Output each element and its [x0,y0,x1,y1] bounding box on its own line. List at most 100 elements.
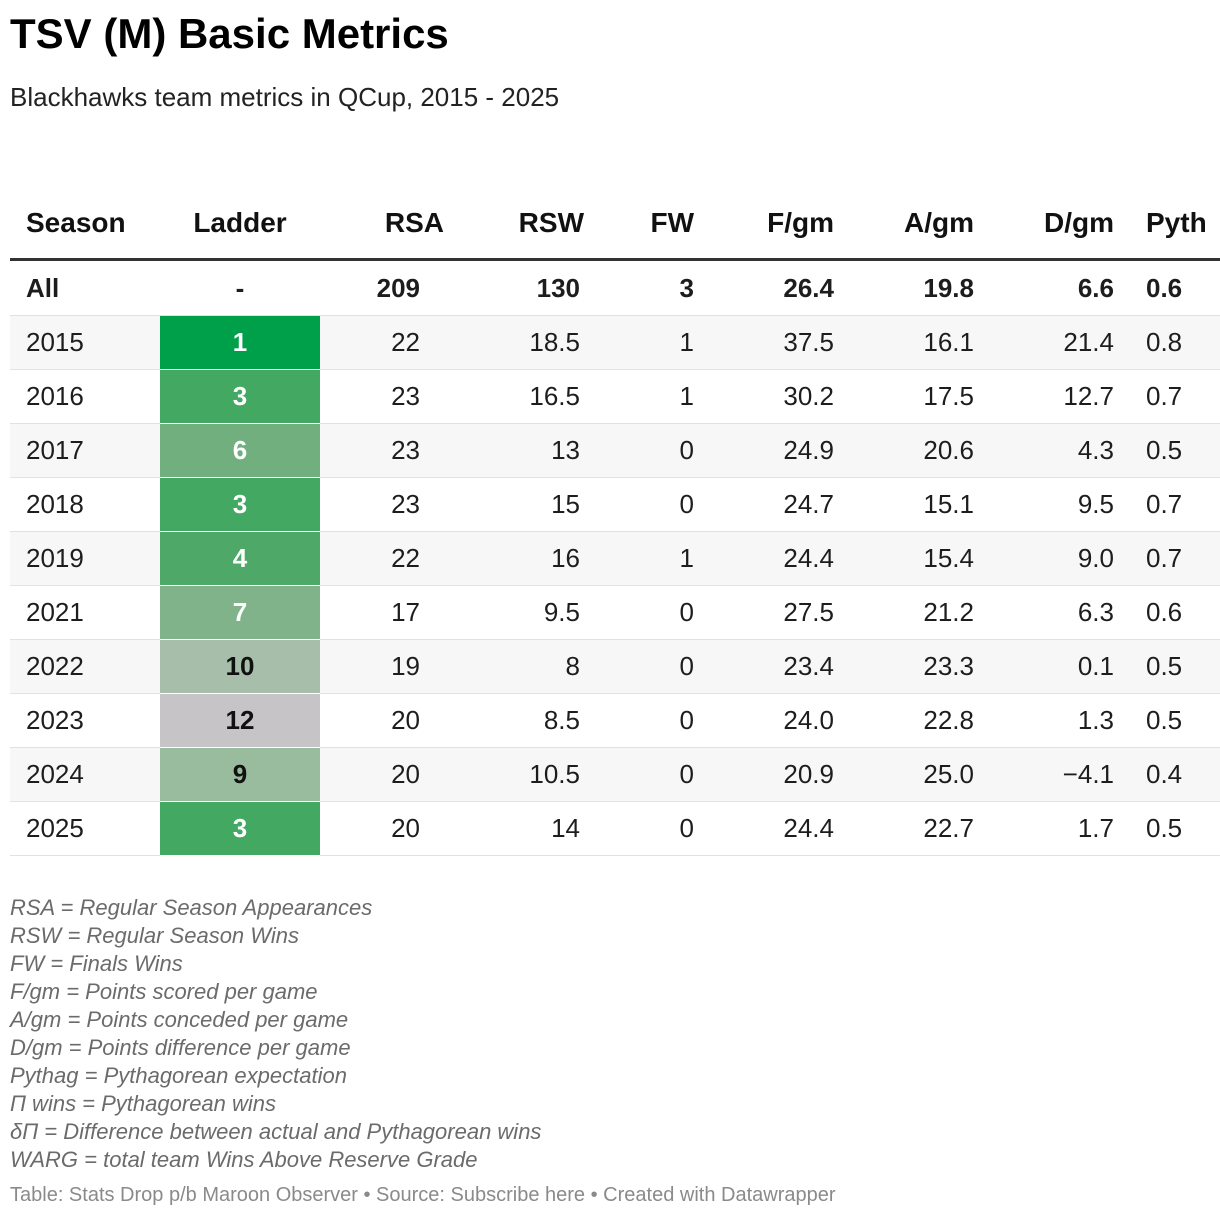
table-row: 2019 4 22 16 1 24.4 15.4 9.0 0.7 [10,531,1220,586]
column-header-rsw[interactable]: RSW [460,188,600,261]
column-header-season[interactable]: Season [10,188,160,261]
note-line: Pythag = Pythagorean expectation [10,1063,347,1088]
cell-fw: 0 [600,477,710,532]
cell-agm: 17.5 [850,369,990,424]
abbreviation-notes: RSA = Regular Season Appearances RSW = Re… [10,894,541,1174]
cell-season: 2023 [10,693,160,748]
cell-ladder: 9 [160,747,320,802]
header-row: Season Ladder RSA RSW FW F/gm A/gm D/gm … [10,188,1220,261]
metrics-table-container: Season Ladder RSA RSW FW F/gm A/gm D/gm … [10,188,1220,858]
column-header-pyth[interactable]: Pyth [1130,188,1220,261]
cell-fw: 0 [600,639,710,694]
footer-credit: Table: Stats Drop p/b Maroon Observer • … [10,1184,836,1206]
note-line: δΠ = Difference between actual and Pytha… [10,1119,542,1144]
cell-fw: 1 [600,315,710,370]
cell-rsa: 23 [320,477,460,532]
cell-fw: 0 [600,585,710,640]
cell-agm: 21.2 [850,585,990,640]
cell-rsa: 22 [320,531,460,586]
all-fgm: 26.4 [710,259,850,316]
note-line: A/gm = Points conceded per game [10,1007,349,1032]
cell-dgm: 21.4 [990,315,1130,370]
cell-dgm: 1.3 [990,693,1130,748]
cell-rsw: 8.5 [460,693,600,748]
cell-fgm: 24.4 [710,531,850,586]
all-season: All [10,259,160,316]
cell-ladder: 4 [160,531,320,586]
cell-fgm: 27.5 [710,585,850,640]
cell-ladder: 1 [160,315,320,370]
cell-agm: 23.3 [850,639,990,694]
cell-season: 2021 [10,585,160,640]
cell-rsa: 23 [320,423,460,478]
cell-dgm: 6.3 [990,585,1130,640]
cell-fw: 0 [600,801,710,856]
cell-season: 2015 [10,315,160,370]
cell-pyth: 0.4 [1130,747,1220,802]
all-fw: 3 [600,259,710,316]
cell-dgm: 9.5 [990,477,1130,532]
table-row: 2018 3 23 15 0 24.7 15.1 9.5 0.7 [10,477,1220,532]
cell-fw: 1 [600,369,710,424]
cell-pyth: 0.5 [1130,639,1220,694]
all-dgm: 6.6 [990,259,1130,316]
cell-rsa: 20 [320,747,460,802]
cell-dgm: 9.0 [990,531,1130,586]
cell-agm: 15.4 [850,531,990,586]
column-header-rsa[interactable]: RSA [320,188,460,261]
cell-ladder: 3 [160,477,320,532]
cell-dgm: −4.1 [990,747,1130,802]
column-header-dgm[interactable]: D/gm [990,188,1130,261]
cell-pyth: 0.5 [1130,423,1220,478]
note-line: Π wins = Pythagorean wins [10,1091,277,1116]
cell-rsw: 14 [460,801,600,856]
page-title: TSV (M) Basic Metrics [10,10,449,57]
cell-ladder: 6 [160,423,320,478]
note-line: RSA = Regular Season Appearances [10,895,373,920]
cell-rsw: 16.5 [460,369,600,424]
cell-pyth: 0.7 [1130,477,1220,532]
table-row: 2023 12 20 8.5 0 24.0 22.8 1.3 0.5 [10,693,1220,748]
cell-rsw: 10.5 [460,747,600,802]
cell-season: 2025 [10,801,160,856]
cell-rsa: 17 [320,585,460,640]
table-row: 2016 3 23 16.5 1 30.2 17.5 12.7 0.7 [10,369,1220,424]
cell-rsw: 15 [460,477,600,532]
cell-dgm: 0.1 [990,639,1130,694]
cell-season: 2018 [10,477,160,532]
cell-pyth: 0.7 [1130,369,1220,424]
cell-fgm: 24.9 [710,423,850,478]
cell-ladder: 3 [160,369,320,424]
cell-agm: 22.8 [850,693,990,748]
cell-season: 2016 [10,369,160,424]
column-header-fw[interactable]: FW [600,188,710,261]
cell-fgm: 24.7 [710,477,850,532]
cell-fgm: 24.4 [710,801,850,856]
note-line: D/gm = Points difference per game [10,1035,351,1060]
cell-rsw: 9.5 [460,585,600,640]
note-line: F/gm = Points scored per game [10,979,318,1004]
column-header-ladder[interactable]: Ladder [160,188,320,261]
cell-fw: 1 [600,531,710,586]
note-line: RSW = Regular Season Wins [10,923,299,948]
cell-fgm: 24.0 [710,693,850,748]
cell-season: 2022 [10,639,160,694]
cell-rsa: 23 [320,369,460,424]
cell-rsa: 20 [320,693,460,748]
all-ladder: - [160,259,320,316]
column-header-fgm[interactable]: F/gm [710,188,850,261]
cell-ladder: 3 [160,801,320,856]
cell-ladder: 12 [160,693,320,748]
table-row: 2022 10 19 8 0 23.4 23.3 0.1 0.5 [10,639,1220,694]
cell-ladder: 10 [160,639,320,694]
cell-agm: 25.0 [850,747,990,802]
all-rsw: 130 [460,259,600,316]
cell-ladder: 7 [160,585,320,640]
column-header-agm[interactable]: A/gm [850,188,990,261]
cell-fgm: 23.4 [710,639,850,694]
cell-agm: 20.6 [850,423,990,478]
cell-dgm: 4.3 [990,423,1130,478]
cell-rsw: 8 [460,639,600,694]
cell-agm: 22.7 [850,801,990,856]
cell-fw: 0 [600,423,710,478]
